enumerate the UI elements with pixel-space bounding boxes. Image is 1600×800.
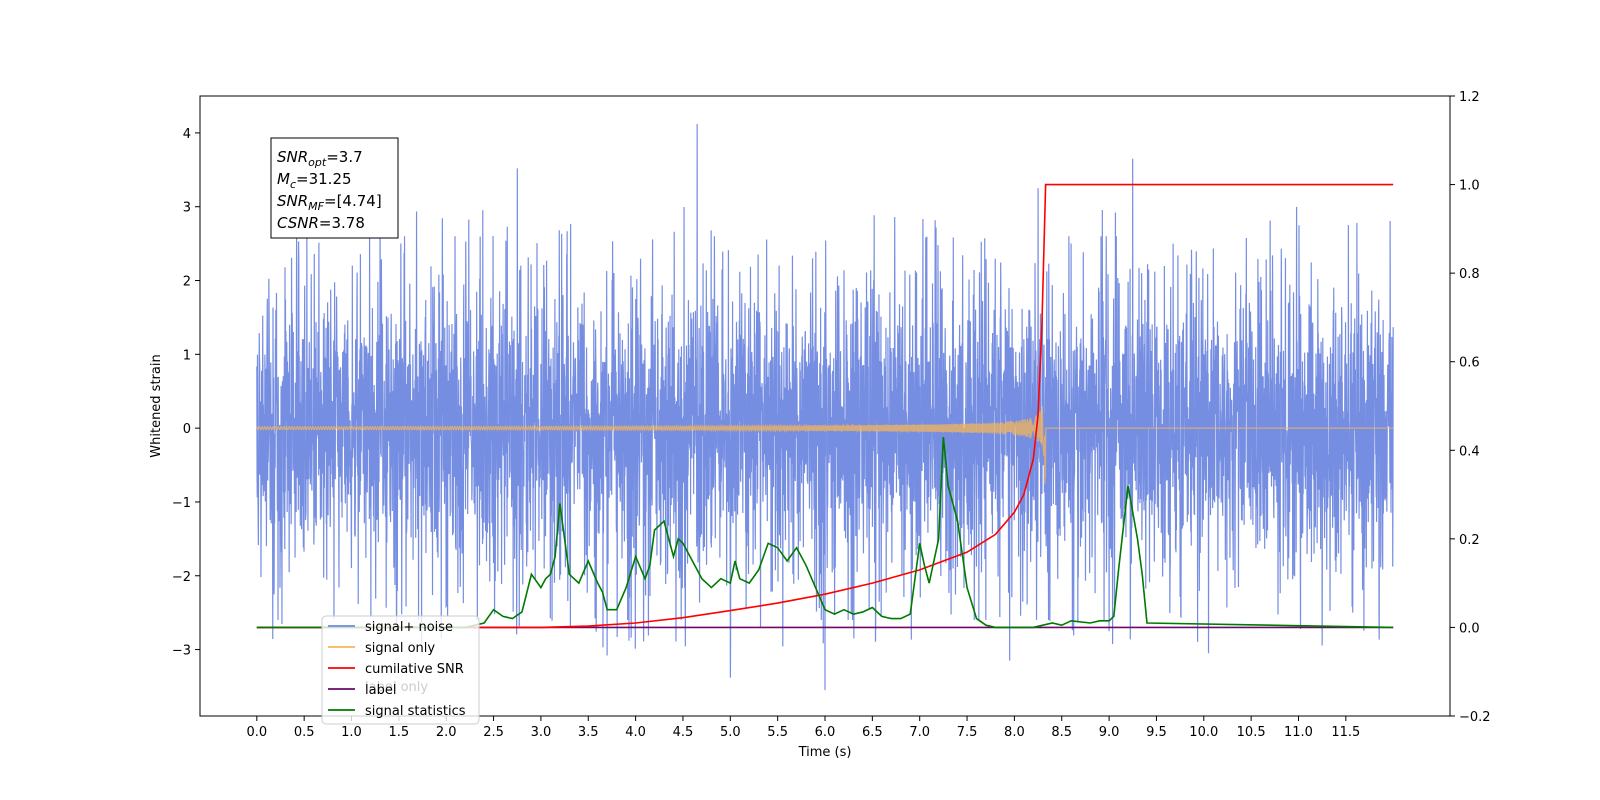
series-cumulative-snr (256, 183, 1394, 629)
legend: label only signal+ noise signal only cumila… (321, 615, 480, 725)
y2-tick-label: 1.0 (1459, 179, 1480, 194)
y-axis-label: Whitened strain (149, 354, 164, 457)
x-tick-label: 1.0 (341, 725, 362, 740)
series-signal-only (256, 406, 1394, 484)
x-axis-label: Time (s) (798, 745, 852, 760)
x-tick-label: 2.5 (483, 725, 504, 740)
annotation-line: CSNR=3.78 (277, 214, 365, 232)
y-tick-label: 2 (183, 275, 191, 290)
x-tick-label: 7.0 (909, 725, 930, 740)
y-tick-label: 1 (183, 348, 191, 363)
x-tick-label: 3.0 (531, 725, 552, 740)
x-axis: 0.0 0.5 1.0 1.5 2.0 2.5 3.0 3.5 4.0 4.5 5.0 5.5 6.0 6… (246, 716, 1360, 740)
y-axis-left: −3 −2 −1 0 1 2 3 4 (172, 127, 200, 659)
x-tick-label: 0.5 (294, 725, 315, 740)
x-tick-label: 4.0 (625, 725, 646, 740)
legend-hidden-label: label only (365, 680, 428, 695)
y2-tick-label: 0.8 (1459, 267, 1480, 282)
series-signal-statistics (256, 436, 1394, 629)
legend-label: signal only (365, 641, 435, 656)
x-tick-label: 11.5 (1331, 725, 1360, 740)
annotation-frame (270, 137, 399, 239)
x-tick-label: 6.0 (815, 725, 836, 740)
y-tick-label: −3 (172, 644, 191, 659)
x-tick-label: 7.5 (957, 725, 978, 740)
legend-label: signal+ noise (365, 620, 453, 635)
y2-tick-label: 0.0 (1459, 621, 1480, 636)
y2-tick-label: 0.2 (1459, 533, 1480, 548)
x-tick-label: 4.5 (673, 725, 694, 740)
annotation-line: Mc=31.25 (277, 170, 352, 191)
annotation-line: SNRMF=[4.74] (277, 192, 382, 213)
y2-tick-label: −0.2 (1459, 710, 1491, 725)
x-tick-label: 10.0 (1189, 725, 1218, 740)
legend-label: label (365, 683, 396, 698)
y-tick-label: 3 (183, 201, 191, 216)
y2-tick-label: 1.2 (1459, 90, 1480, 105)
x-tick-label: 5.5 (767, 725, 788, 740)
y-axis-right: −0.2 0.0 0.2 0.4 0.6 0.8 1.0 1.2 (1450, 90, 1491, 725)
x-tick-label: 11.0 (1284, 725, 1313, 740)
x-tick-label: 6.5 (862, 725, 883, 740)
x-tick-label: 10.5 (1237, 725, 1266, 740)
x-tick-label: 0.0 (246, 725, 267, 740)
legend-frame (321, 615, 480, 725)
x-tick-label: 5.0 (720, 725, 741, 740)
annotation-line: SNRopt=3.7 (277, 148, 363, 169)
x-tick-label: 1.5 (389, 725, 410, 740)
y-tick-label: 0 (183, 422, 191, 437)
x-tick-label: 2.0 (436, 725, 457, 740)
x-tick-label: 8.0 (1004, 725, 1025, 740)
y-tick-label: 4 (183, 127, 191, 142)
y-tick-label: −2 (172, 570, 191, 585)
y2-tick-label: 0.6 (1459, 356, 1480, 371)
x-tick-label: 9.5 (1146, 725, 1167, 740)
y2-tick-label: 0.4 (1459, 444, 1480, 459)
x-tick-label: 3.5 (578, 725, 599, 740)
series-signal-noise (256, 124, 1394, 691)
legend-label: signal statistics (365, 704, 466, 719)
x-tick-label: 9.0 (1099, 725, 1120, 740)
x-tick-label: 8.5 (1051, 725, 1072, 740)
y-tick-label: −1 (172, 496, 191, 511)
legend-label: cumilative SNR (365, 662, 464, 677)
